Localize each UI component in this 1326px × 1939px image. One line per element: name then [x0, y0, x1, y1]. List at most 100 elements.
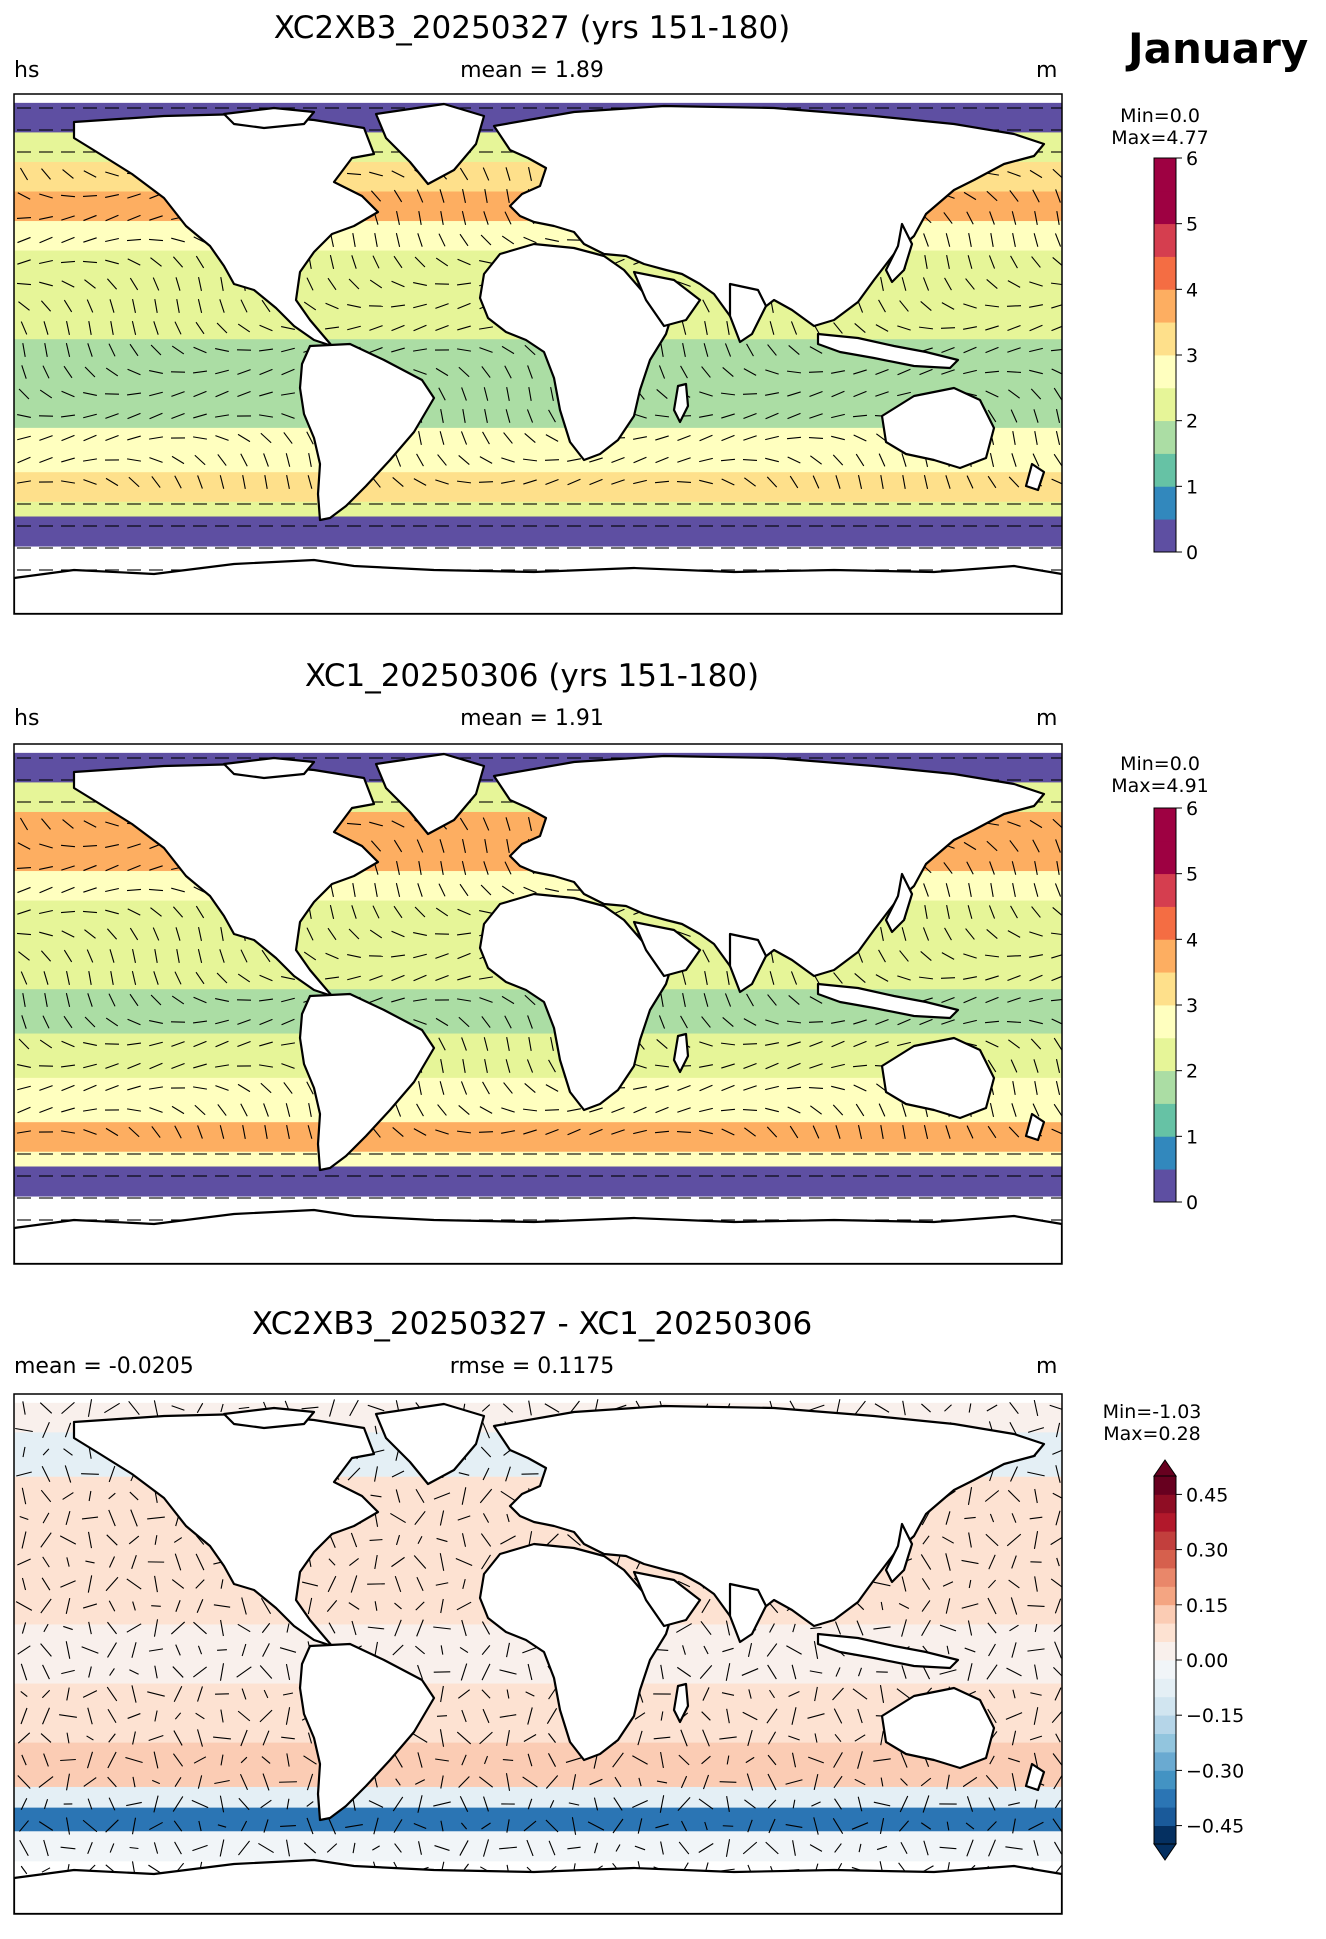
- data-band: [14, 516, 1062, 547]
- colorbar-segment: [1154, 1641, 1176, 1661]
- colorbar-tick-label: 4: [1186, 279, 1198, 301]
- colorbar-segment: [1154, 1660, 1176, 1679]
- map-frame: [13, 1393, 1063, 1915]
- colorbar-segment: [1154, 190, 1176, 225]
- data-band: [14, 472, 1062, 503]
- colorbar-segment: [1154, 355, 1176, 389]
- panel2-title: XC1_20250306 (yrs 151-180): [304, 658, 760, 694]
- colorbar-segment: [1154, 972, 1176, 1006]
- colorbar-segment: [1154, 1623, 1176, 1642]
- panel2-mean-label: mean = 1.91: [460, 706, 604, 731]
- panel1-colorbar-min: Min=0.0: [1120, 105, 1200, 127]
- data-band: [14, 1151, 1062, 1167]
- colorbar-extend-min: [1153, 1843, 1177, 1861]
- data-band: [14, 1122, 1062, 1153]
- panel3-units-label: m: [1036, 1354, 1058, 1379]
- panel2-colorbar: 0 1 2 3 4 5 6: [1153, 798, 1198, 1214]
- colorbar-tick-label: 0.30: [1186, 1540, 1228, 1562]
- panel1-units-label: m: [1036, 58, 1058, 83]
- colorbar-tick-label: 4: [1186, 929, 1198, 951]
- colorbar-tick-label: 6: [1186, 148, 1198, 170]
- panel3-rmse-label: rmse = 0.1175: [449, 1354, 615, 1379]
- panel3-map: [13, 1393, 1063, 1915]
- colorbar-segment: [1154, 322, 1176, 356]
- panel2-variable-label: hs: [14, 706, 40, 731]
- colorbar-segment: [1154, 1169, 1176, 1203]
- data-band: [14, 1166, 1062, 1197]
- colorbar-segment: [1154, 1770, 1176, 1790]
- colorbar-tick-label: 0.00: [1186, 1650, 1228, 1672]
- panel1-variable-label: hs: [14, 58, 40, 83]
- colorbar-extend-max: [1153, 1459, 1177, 1477]
- panel3-mean-label: mean = -0.0205: [14, 1354, 194, 1379]
- colorbar-tick-label: 5: [1186, 864, 1198, 886]
- colorbar-segment: [1154, 1604, 1176, 1624]
- colorbar-segment: [1154, 1715, 1176, 1734]
- colorbar-segment: [1154, 387, 1176, 422]
- colorbar-segment: [1154, 1531, 1176, 1550]
- data-band: [14, 1742, 1062, 1788]
- colorbar-segment: [1154, 1788, 1176, 1808]
- colorbar-tick-label: −0.30: [1186, 1760, 1244, 1782]
- data-band: [14, 501, 1062, 517]
- colorbar-tick-label: 6: [1186, 798, 1198, 820]
- colorbar-segment: [1154, 1678, 1176, 1698]
- colorbar-tick-label: 3: [1186, 345, 1198, 367]
- colorbar-segment: [1154, 158, 1176, 192]
- colorbar-tick-label: −0.15: [1186, 1705, 1244, 1727]
- colorbar-segment: [1154, 223, 1176, 257]
- data-band: [14, 1831, 1062, 1862]
- colorbar-segment: [1154, 1568, 1176, 1587]
- colorbar-segment: [1154, 1825, 1176, 1845]
- colorbar-segment: [1154, 1807, 1176, 1826]
- colorbar-tick-label: 5: [1186, 214, 1198, 236]
- map-frame: [13, 743, 1063, 1265]
- colorbar-segment: [1154, 453, 1176, 487]
- colorbar-tick-label: 3: [1186, 995, 1198, 1017]
- colorbar-tick-label: 2: [1186, 411, 1198, 433]
- data-band: [14, 1807, 1062, 1832]
- colorbar-segment: [1154, 1037, 1176, 1072]
- panel3-colorbar-max: Max=0.28: [1103, 1423, 1201, 1445]
- colorbar-segment: [1154, 1549, 1176, 1569]
- colorbar-segment: [1154, 1696, 1176, 1716]
- colorbar-segment: [1154, 1476, 1176, 1495]
- colorbar-segment: [1154, 1136, 1176, 1170]
- colorbar-tick-label: 0.45: [1186, 1484, 1228, 1506]
- colorbar-segment: [1154, 420, 1176, 454]
- colorbar-segment: [1154, 519, 1176, 553]
- panel1-colorbar-max: Max=4.77: [1111, 127, 1209, 149]
- colorbar-tick-label: 0: [1186, 542, 1198, 564]
- colorbar-tick-label: −0.45: [1186, 1816, 1244, 1838]
- colorbar-segment: [1154, 1103, 1176, 1137]
- colorbar-segment: [1154, 486, 1176, 520]
- panel2-colorbar-min: Min=0.0: [1120, 753, 1200, 775]
- panel1-mean-label: mean = 1.89: [460, 58, 604, 83]
- colorbar-tick-label: 1: [1186, 1126, 1198, 1148]
- panel1-colorbar: 0 1 2 3 4 5 6: [1153, 148, 1198, 564]
- colorbar-tick-label: 0.15: [1186, 1595, 1228, 1617]
- panel3-title: XC2XB3_20250327 - XC1_20250306: [251, 1306, 813, 1342]
- panel2-map: [13, 743, 1063, 1265]
- panel1-title: XC2XB3_20250327 (yrs 151-180): [273, 10, 791, 46]
- colorbar-segment: [1154, 1512, 1176, 1532]
- colorbar-tick-label: 0: [1186, 1192, 1198, 1214]
- colorbar-tick-label: 1: [1186, 476, 1198, 498]
- colorbar-segment: [1154, 873, 1176, 907]
- colorbar-segment: [1154, 808, 1176, 842]
- colorbar-segment: [1154, 1752, 1176, 1771]
- panel2-units-label: m: [1036, 706, 1058, 731]
- colorbar-segment: [1154, 906, 1176, 940]
- month-label: January: [1128, 24, 1309, 73]
- colorbar-segment: [1154, 1586, 1176, 1606]
- panel1-map: [13, 93, 1063, 615]
- colorbar-segment: [1154, 289, 1176, 323]
- colorbar-segment: [1154, 1733, 1176, 1753]
- colorbar-tick-label: 2: [1186, 1061, 1198, 1083]
- colorbar-segment: [1154, 256, 1176, 290]
- colorbar-segment: [1154, 1494, 1176, 1514]
- panel3-colorbar-min: Min=-1.03: [1102, 1401, 1202, 1423]
- data-band: [14, 1786, 1062, 1809]
- colorbar-segment: [1154, 1070, 1176, 1104]
